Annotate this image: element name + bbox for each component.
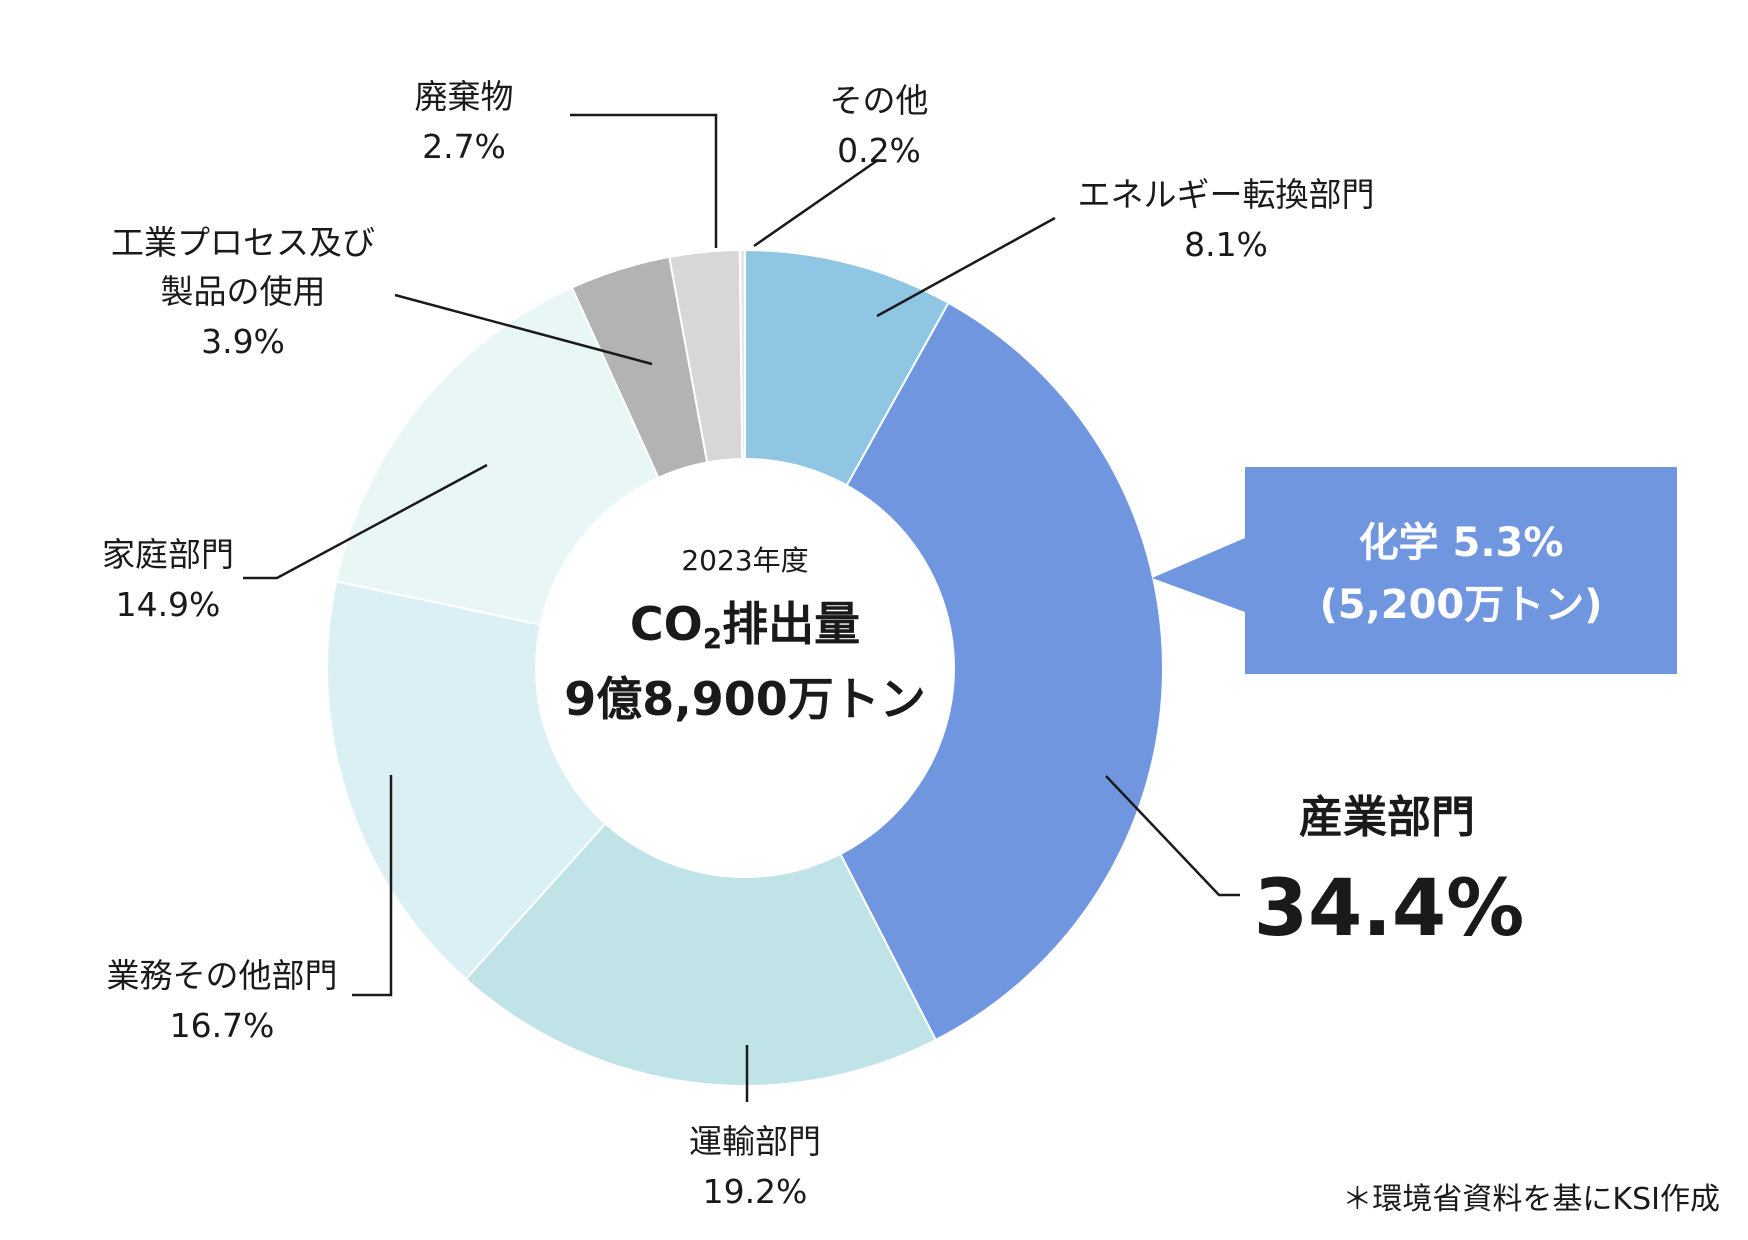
label-other-value: 0.2% (837, 131, 921, 170)
label-household-name: 家庭部門 (102, 535, 234, 574)
donut-hole (535, 458, 955, 878)
chemical-callout: 化学 5.3% (5,200万トン) (1152, 467, 1677, 674)
source-note: ＊環境省資料を基にKSI作成 (1342, 1182, 1720, 1217)
label-process-line1: 工業プロセス及び (111, 223, 375, 262)
label-process-line2: 製品の使用 (161, 272, 326, 311)
center-total: 9億8,900万トン (564, 672, 926, 726)
label-process-value: 3.9% (201, 322, 285, 361)
leader-line-energy (876, 216, 1056, 318)
leader-line-waste (570, 113, 718, 248)
label-business-value: 16.7% (170, 1006, 275, 1045)
leader-line-business (352, 775, 393, 997)
label-industry-name: 産業部門 (1299, 792, 1475, 843)
center-label: 2023年度 CO2排出量 9億8,900万トン (564, 544, 926, 726)
label-other-name: その他 (830, 81, 929, 120)
callout-line1: 化学 5.3% (1359, 520, 1564, 566)
callout-box (1245, 467, 1677, 674)
label-waste-value: 2.7% (422, 127, 506, 166)
center-year: 2023年度 (681, 544, 808, 577)
label-business-name: 業務その他部門 (107, 956, 338, 995)
leader-line-household (243, 463, 488, 580)
leader-line-industry (1105, 775, 1240, 897)
leader-line-other (753, 158, 879, 248)
label-industry-value: 34.4% (1254, 864, 1525, 954)
center-title: CO2排出量 (630, 597, 860, 655)
callout-pointer (1152, 538, 1245, 612)
label-energy-value: 8.1% (1184, 225, 1268, 264)
label-transport-value: 19.2% (703, 1172, 808, 1211)
leader-line-process (394, 293, 653, 366)
label-household-value: 14.9% (116, 585, 221, 624)
center-title-prefix: CO (630, 597, 703, 651)
center-title-sub: 2 (703, 622, 722, 655)
center-title-suffix: 排出量 (722, 597, 860, 651)
leader-lines (243, 113, 1240, 1102)
label-waste-name: 廃棄物 (415, 77, 514, 116)
label-energy-name: エネルギー転換部門 (1078, 175, 1375, 214)
label-transport-name: 運輸部門 (689, 1122, 821, 1161)
callout-line2: (5,200万トン) (1319, 582, 1602, 628)
